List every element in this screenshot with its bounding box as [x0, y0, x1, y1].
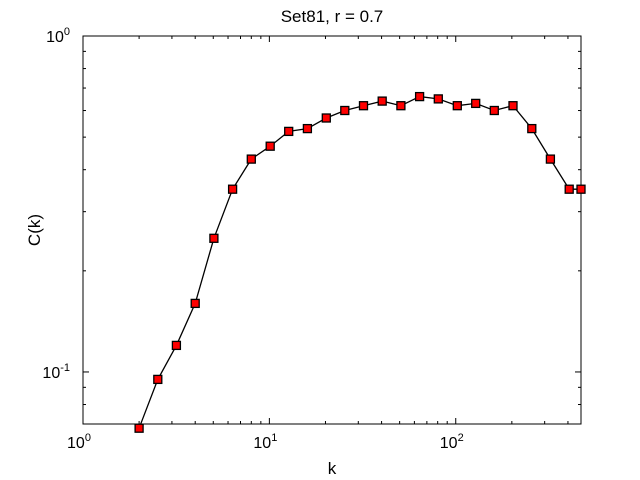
data-point: [508, 101, 518, 111]
data-point: [377, 96, 387, 106]
data-point: [433, 94, 443, 104]
tick-marks: [82, 35, 581, 425]
data-point: [227, 184, 238, 194]
y-tick-label: 10-1: [42, 362, 70, 382]
chart-title: Set81, r = 0.7: [281, 7, 384, 26]
tick-labels: 100 101 102 10-1 100: [42, 26, 463, 452]
data-point: [414, 91, 425, 102]
data-point: [246, 154, 256, 164]
data-point: [545, 154, 556, 164]
data-point: [452, 101, 462, 111]
data-point: [284, 126, 294, 137]
data-point: [265, 141, 275, 151]
data-point: [134, 423, 144, 433]
data-point: [321, 113, 331, 123]
data-point: [209, 233, 219, 243]
data-point: [564, 184, 574, 194]
series-layer: [134, 91, 586, 433]
x-tick-label: 100: [67, 432, 91, 452]
data-point: [358, 101, 369, 111]
data-point: [340, 105, 350, 116]
data-point: [576, 184, 586, 194]
data-point: [171, 340, 182, 351]
data-point: [190, 298, 200, 309]
data-point: [471, 98, 481, 109]
data-point: [153, 374, 163, 385]
y-axis-label: C(k): [25, 214, 44, 246]
x-tick-label: 102: [440, 432, 464, 452]
plot-area: [82, 35, 582, 425]
data-point: [396, 101, 406, 111]
data-point: [527, 123, 537, 134]
y-tick-label: 100: [46, 26, 70, 46]
data-point: [489, 105, 499, 116]
data-point: [302, 123, 313, 134]
x-axis-label: k: [328, 459, 337, 478]
x-tick-label: 101: [253, 432, 277, 452]
